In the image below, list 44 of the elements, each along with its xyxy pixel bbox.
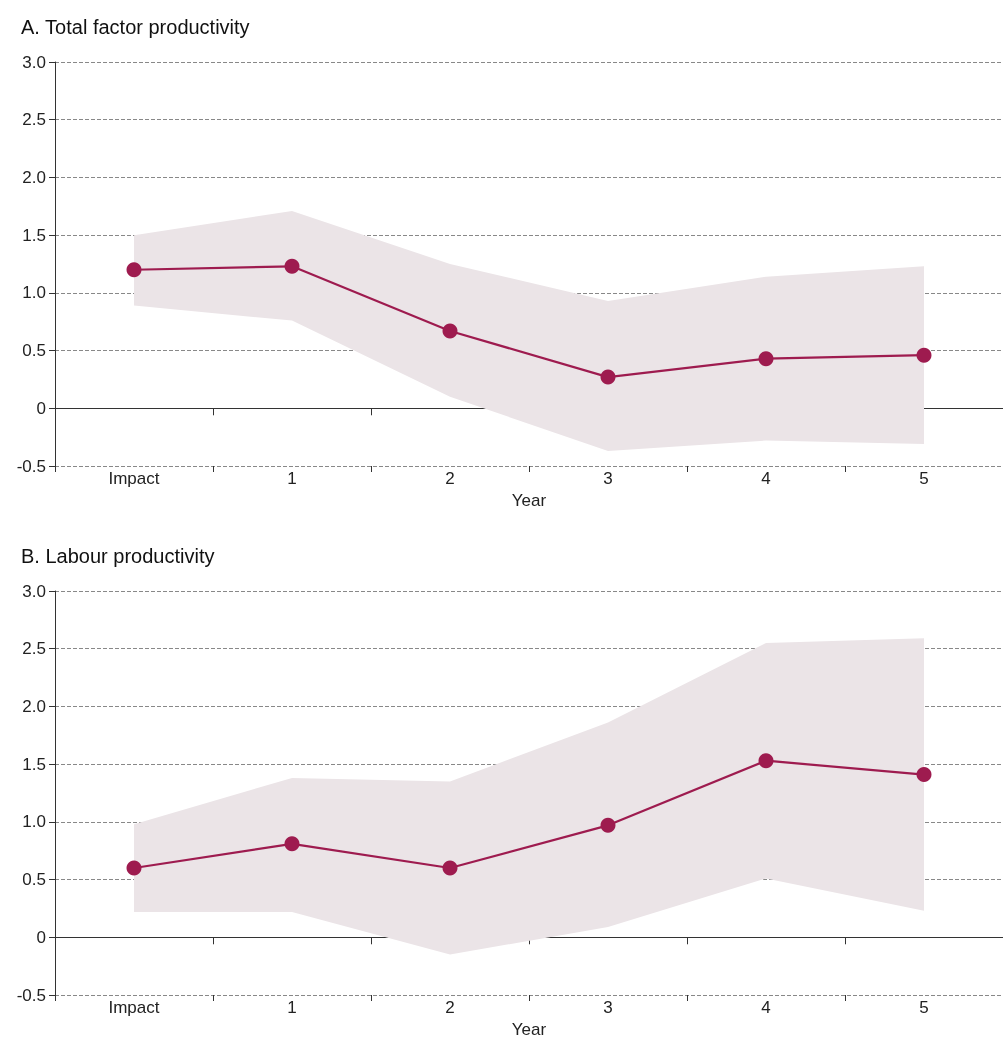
chart-title: A. Total factor productivity <box>21 16 250 38</box>
y-tick-label: 0 <box>36 398 46 418</box>
y-tick-label: 0 <box>36 927 46 947</box>
y-tick-label: 1.5 <box>22 754 46 774</box>
point <box>600 817 616 833</box>
y-tick-label: 2.5 <box>22 639 46 659</box>
point <box>916 347 932 363</box>
y-tick-label: 2.0 <box>22 696 46 716</box>
x-tick-label: 3 <box>603 469 613 488</box>
y-tick-label: 0.5 <box>22 341 46 361</box>
x-tick-label: 3 <box>603 998 613 1017</box>
x-axis-title: Year <box>511 490 547 510</box>
x-tick-label: 1 <box>287 998 297 1017</box>
chart-title: B. Labour productivity <box>21 545 215 567</box>
x-tick-label: 4 <box>761 998 771 1017</box>
point <box>916 767 932 783</box>
point <box>442 860 458 876</box>
x-tick-label: 1 <box>287 469 297 488</box>
point <box>126 262 142 278</box>
y-tick-label: 1.5 <box>22 225 46 245</box>
point <box>758 753 774 769</box>
point <box>758 351 774 367</box>
x-tick-label: Impact <box>108 998 160 1017</box>
x-tick-label: 2 <box>445 469 455 488</box>
y-tick-label: -0.5 <box>16 985 46 1005</box>
x-tick-label: Impact <box>108 469 160 488</box>
point <box>284 836 300 852</box>
y-tick-label: 1.0 <box>22 283 46 303</box>
y-tick-label: 2.5 <box>22 110 46 130</box>
x-tick-label: 5 <box>919 998 929 1017</box>
y-tick-label: 3.0 <box>22 52 46 72</box>
y-tick-label: 3.0 <box>22 581 46 601</box>
y-tick-label: 1.0 <box>22 812 46 832</box>
y-tick-label: 0.5 <box>22 870 46 890</box>
x-tick-label: 4 <box>761 469 771 488</box>
point <box>442 323 458 339</box>
point <box>600 369 616 385</box>
point <box>126 860 142 876</box>
x-axis-title: Year <box>511 1019 547 1039</box>
point <box>284 258 300 274</box>
x-tick-label: 2 <box>445 998 455 1017</box>
y-tick-label: -0.5 <box>16 456 46 476</box>
x-tick-label: 5 <box>919 469 929 488</box>
y-tick-label: 2.0 <box>22 167 46 187</box>
